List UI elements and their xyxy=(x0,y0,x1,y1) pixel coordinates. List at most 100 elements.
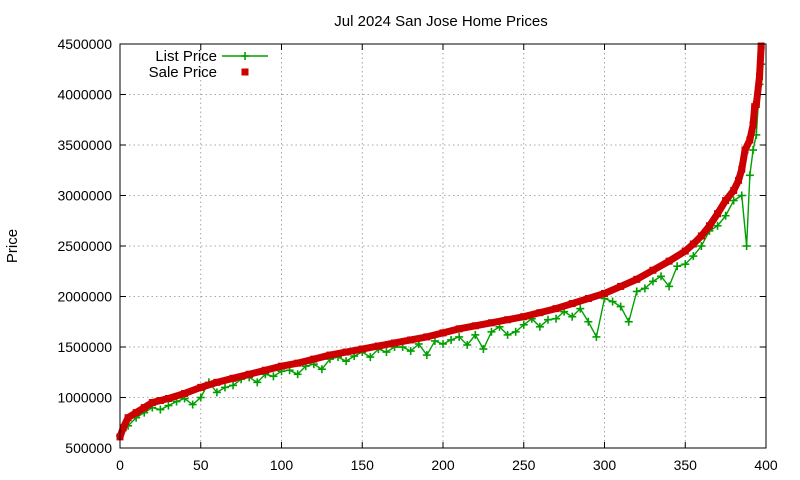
list-price-point xyxy=(665,282,674,291)
sale-price-point xyxy=(245,370,253,378)
sale-price-point xyxy=(722,197,730,205)
sale-price-point xyxy=(213,378,221,386)
sale-price-point xyxy=(757,42,765,50)
list-price-point xyxy=(439,339,447,348)
list-price-point xyxy=(503,330,512,339)
y-tick-label: 2000000 xyxy=(57,289,112,305)
sale-price-point xyxy=(689,240,697,248)
list-price-point xyxy=(552,314,561,323)
y-tick-label: 500000 xyxy=(65,440,112,456)
list-price-point xyxy=(229,381,238,390)
sale-price-point xyxy=(741,146,749,154)
legend-label-list-price: List Price xyxy=(155,48,217,65)
sale-price-point xyxy=(738,165,746,173)
sale-price-point xyxy=(374,342,382,350)
list-price-point xyxy=(721,211,730,220)
sale-price-point xyxy=(752,101,760,109)
sale-price-point xyxy=(536,309,544,317)
sale-price-point xyxy=(552,305,560,313)
list-price-point xyxy=(742,242,751,250)
list-price-point xyxy=(164,401,173,410)
sale-price-band xyxy=(116,45,765,439)
x-tick-label: 0 xyxy=(116,457,124,473)
sale-price-point xyxy=(229,374,237,382)
sale-price-point xyxy=(746,136,754,144)
list-price-point xyxy=(681,260,690,269)
list-price-point xyxy=(422,351,431,360)
sale-price-point xyxy=(471,322,479,330)
list-price-point xyxy=(511,327,520,336)
list-price-point xyxy=(366,353,375,362)
list-price-point xyxy=(519,320,528,329)
y-tick-label: 2500000 xyxy=(57,238,112,254)
list-price-point xyxy=(729,196,738,205)
sale-price-point xyxy=(294,359,302,367)
y-axis-label: Price xyxy=(4,229,21,263)
sale-price-point xyxy=(197,383,205,391)
series-layer xyxy=(116,42,766,441)
x-tick-label: 200 xyxy=(431,457,455,473)
y-tick-label: 1500000 xyxy=(57,339,112,355)
sale-price-point xyxy=(584,295,592,303)
list-price-point xyxy=(749,146,758,155)
sale-price-point xyxy=(119,424,127,432)
list-price-point xyxy=(535,322,544,331)
list-price-point xyxy=(196,393,205,402)
sale-price-point xyxy=(391,339,399,347)
sale-price-point xyxy=(617,282,625,290)
sale-price-point xyxy=(730,186,738,194)
sale-price-point xyxy=(164,395,172,403)
x-tick-label: 50 xyxy=(193,457,209,473)
sale-price-point xyxy=(132,409,140,417)
sale-price-point xyxy=(633,275,641,283)
gridlines xyxy=(120,44,766,448)
x-tick-label: 100 xyxy=(270,457,294,473)
list-price-point xyxy=(608,297,617,306)
sale-price-point xyxy=(342,348,350,356)
list-price-point xyxy=(317,365,326,374)
sale-price-point xyxy=(124,414,132,422)
list-price-point xyxy=(543,315,552,324)
x-tick-label: 300 xyxy=(593,457,617,473)
list-price-point xyxy=(657,272,666,281)
sale-price-point xyxy=(423,333,431,341)
sale-price-point xyxy=(278,362,285,370)
sale-price-point xyxy=(705,222,713,230)
x-tick-label: 150 xyxy=(351,457,375,473)
sale-price-point xyxy=(756,72,764,80)
y-tick-label: 4500000 xyxy=(57,36,112,52)
list-price-point xyxy=(342,357,351,366)
sale-price-point xyxy=(504,316,512,324)
sale-price-point xyxy=(261,366,269,374)
sale-price-point xyxy=(326,351,334,359)
list-price-point xyxy=(269,372,278,381)
list-price-point xyxy=(212,388,221,397)
list-price-point xyxy=(697,242,706,250)
list-price-point xyxy=(471,330,480,339)
list-price-point xyxy=(592,332,601,341)
sale-price-point xyxy=(140,404,148,412)
sale-price-point xyxy=(439,329,447,337)
list-price-point xyxy=(648,277,657,286)
x-tick-label: 250 xyxy=(512,457,536,473)
chart-title: Jul 2024 San Jose Home Prices xyxy=(334,13,547,30)
sale-price-point xyxy=(665,257,673,265)
list-price-point xyxy=(568,312,577,321)
list-price-point xyxy=(220,383,229,392)
list-price-point xyxy=(406,347,415,356)
list-price-point xyxy=(487,327,496,336)
sale-price-point xyxy=(568,300,576,308)
sale-price-point xyxy=(601,289,608,297)
list-price-point xyxy=(382,348,391,357)
y-tick-label: 1000000 xyxy=(57,390,112,406)
list-price-point xyxy=(616,302,625,311)
sale-price-point xyxy=(681,247,689,255)
sale-price-point xyxy=(455,325,463,333)
sale-price-point xyxy=(697,232,705,240)
sale-price-point xyxy=(714,210,722,218)
list-price-point xyxy=(640,284,649,293)
ticks: 0 50 100 150 200 250 300 350 400 500000 1000000 150… xyxy=(57,36,777,473)
sale-price-point xyxy=(520,313,528,321)
sale-price-point xyxy=(310,355,318,363)
